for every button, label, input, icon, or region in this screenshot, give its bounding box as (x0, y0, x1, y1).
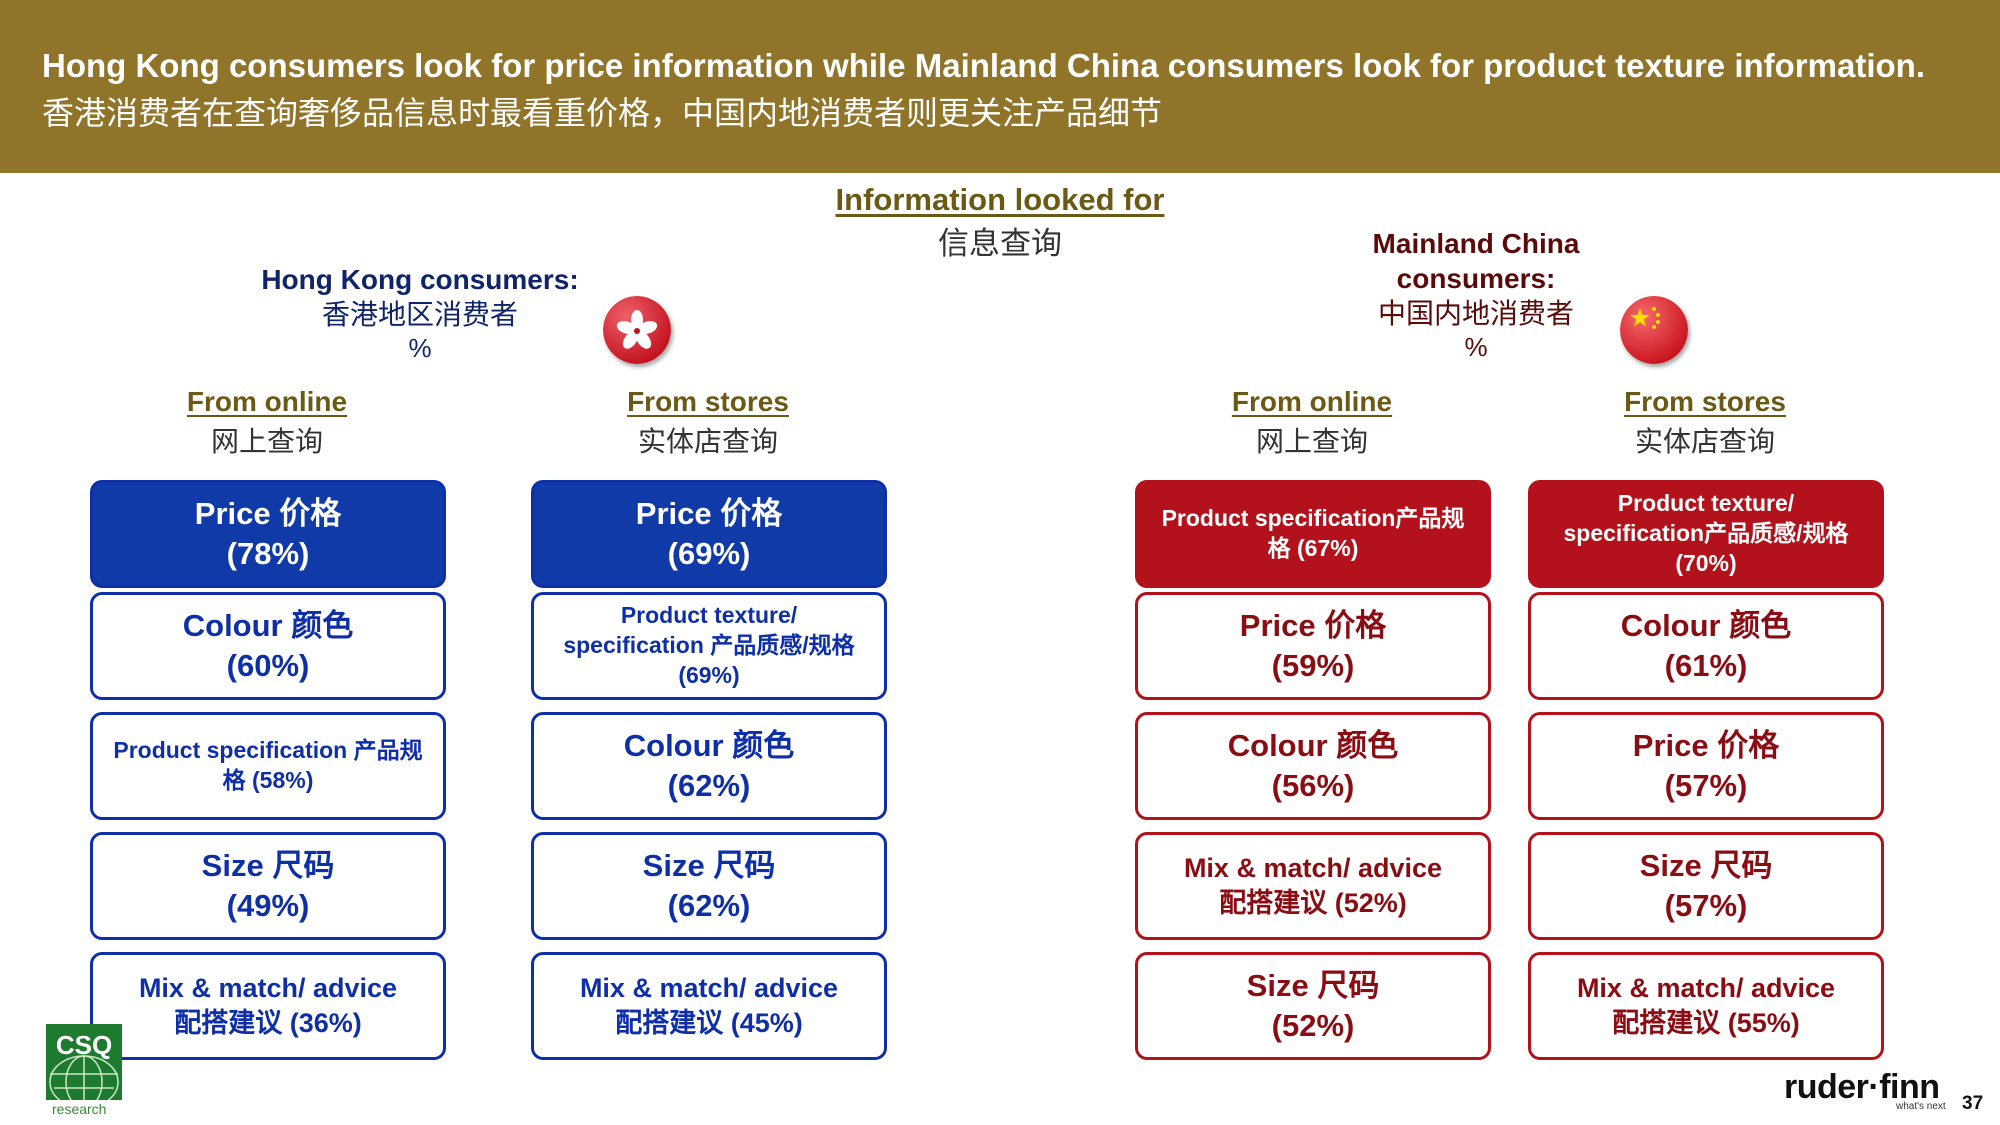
list-item: Mix & match/ advice 配搭建议 (36%) (90, 952, 446, 1060)
cn-online-heading-en: From online (1231, 386, 1393, 417)
csq-logo-icon: CSQ (46, 1024, 122, 1100)
cn-title-en-1: Mainland China (1372, 228, 1580, 259)
list-item: Size 尺码 (52%) (1135, 952, 1491, 1060)
csq-logo-subtext: research (52, 1101, 107, 1117)
list-item: Product specification 产品规格 (58%) (90, 712, 446, 820)
cn-stores-heading-zh: 实体店查询 (1634, 426, 1775, 457)
hk-online-heading: From online 网上查询 (87, 386, 447, 460)
list-item: Size 尺码 (49%) (90, 832, 446, 940)
list-item: Price 价格 (69%) (531, 480, 887, 588)
list-item: Price 价格 (57%) (1528, 712, 1884, 820)
list-item: Product texture/specification产品质感/规格 (70%… (1528, 480, 1884, 588)
list-item: Price 价格 (78%) (90, 480, 446, 588)
section-title-zh: 信息查询 (938, 226, 1062, 261)
hk-online-heading-zh: 网上查询 (210, 426, 323, 457)
list-item: Mix & match/ advice 配搭建议 (52%) (1135, 832, 1491, 940)
list-item: Colour 颜色 (60%) (90, 592, 446, 700)
list-item: Product specification产品规格 (67%) (1135, 480, 1491, 588)
cn-consumers-header: Mainland China consumers: 中国内地消费者 % (1276, 226, 1676, 363)
list-item: Size 尺码 (57%) (1528, 832, 1884, 940)
page-number: 37 (1962, 1093, 1984, 1114)
hk-title-en: Hong Kong consumers: (261, 264, 579, 295)
cn-title-zh: 中国内地消费者 (1377, 298, 1574, 329)
hk-online-heading-en: From online (186, 386, 348, 417)
ruder-finn-logo: ruder·finn (1784, 1068, 1940, 1106)
hk-stores-heading-zh: 实体店查询 (637, 426, 778, 457)
hk-stores-heading: From stores 实体店查询 (528, 386, 888, 460)
title-banner: Hong Kong consumers look for price infor… (0, 0, 2000, 173)
list-item: Product texture/specification 产品质感/规格 (69… (531, 592, 887, 700)
list-item: Colour 颜色 (56%) (1135, 712, 1491, 820)
china-flag-icon (1620, 296, 1688, 364)
cn-stores-heading-en: From stores (1624, 386, 1786, 417)
cn-stores-heading: From stores 实体店查询 (1525, 386, 1885, 460)
list-item: Mix & match/ advice 配搭建议 (45%) (531, 952, 887, 1060)
cn-online-heading-zh: 网上查询 (1255, 426, 1368, 457)
cn-online-heading: From online 网上查询 (1132, 386, 1492, 460)
hk-stores-heading-en: From stores (627, 386, 789, 417)
banner-title-zh: 香港消费者在查询奢侈品信息时最看重价格，中国内地消费者则更关注产品细节 (42, 95, 1163, 131)
csq-logo-text: CSQ (56, 1030, 112, 1060)
hong-kong-flag-icon (603, 296, 671, 364)
list-item: Colour 颜色 (61%) (1528, 592, 1884, 700)
hk-consumers-header: Hong Kong consumers: 香港地区消费者 % (220, 262, 620, 364)
section-title-en: Information looked for (835, 182, 1165, 217)
section-heading: Information looked for 信息查询 (800, 182, 1200, 263)
list-item: Mix & match/ advice 配搭建议 (55%) (1528, 952, 1884, 1060)
cn-unit: % (1464, 332, 1488, 363)
hk-unit: % (408, 333, 432, 364)
ruder-finn-tagline: what's next (1896, 1101, 1946, 1112)
hk-title-zh: 香港地区消费者 (321, 299, 518, 330)
cn-title-en-2: consumers: (1396, 263, 1556, 294)
banner-title-en: Hong Kong consumers look for price infor… (42, 47, 1925, 84)
list-item: Size 尺码 (62%) (531, 832, 887, 940)
list-item: Price 价格 (59%) (1135, 592, 1491, 700)
list-item: Colour 颜色 (62%) (531, 712, 887, 820)
